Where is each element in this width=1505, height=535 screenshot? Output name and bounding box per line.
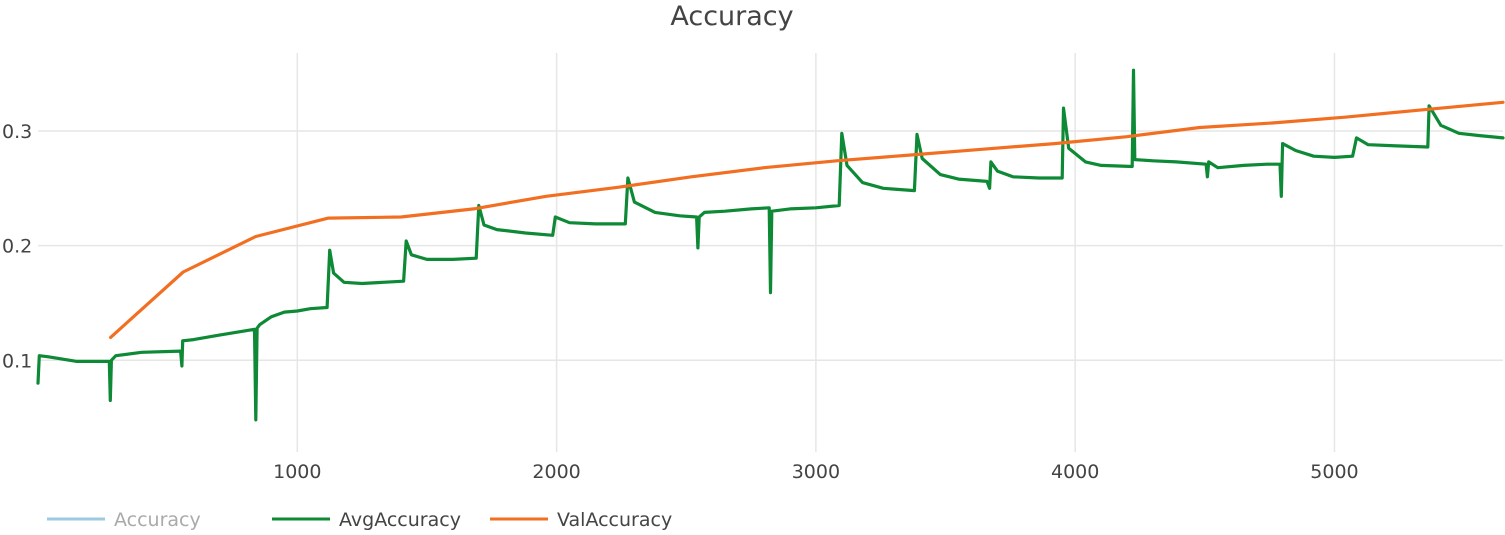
axis-ticks: 1000 2000 3000 4000 5000 0.1 0.2 0.3 [2, 121, 1359, 483]
legend-label: Accuracy [114, 509, 201, 531]
x-tick-label: 3000 [792, 461, 840, 483]
x-tick-label: 2000 [532, 461, 580, 483]
legend-item-valaccuracy[interactable]: ValAccuracy [490, 509, 672, 531]
chart-title: Accuracy [670, 1, 793, 32]
series-line-valaccuracy [109, 100, 1505, 339]
y-tick-label: 0.1 [2, 350, 32, 372]
legend-item-avgaccuracy[interactable]: AvgAccuracy [272, 509, 461, 531]
legend-item-accuracy[interactable]: Accuracy [47, 509, 201, 531]
x-tick-label: 4000 [1051, 461, 1099, 483]
series-line-avgaccuracy [36, 68, 1505, 422]
x-tick-label: 5000 [1310, 461, 1358, 483]
y-tick-label: 0.3 [2, 121, 32, 143]
x-tick-label: 1000 [273, 461, 321, 483]
legend[interactable]: Accuracy AvgAccuracy ValAccuracy [47, 509, 672, 531]
legend-label: AvgAccuracy [339, 509, 461, 531]
legend-label: ValAccuracy [557, 509, 672, 531]
y-tick-label: 0.2 [2, 236, 32, 258]
series-lines [36, 68, 1505, 422]
